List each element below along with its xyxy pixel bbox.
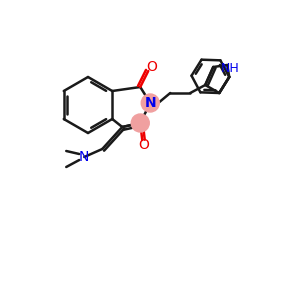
Circle shape xyxy=(131,114,149,132)
Text: O: O xyxy=(146,60,157,74)
Text: O: O xyxy=(138,138,149,152)
Text: NH: NH xyxy=(221,61,240,74)
Text: N: N xyxy=(144,96,156,110)
Text: N: N xyxy=(79,150,89,164)
Circle shape xyxy=(141,94,159,112)
